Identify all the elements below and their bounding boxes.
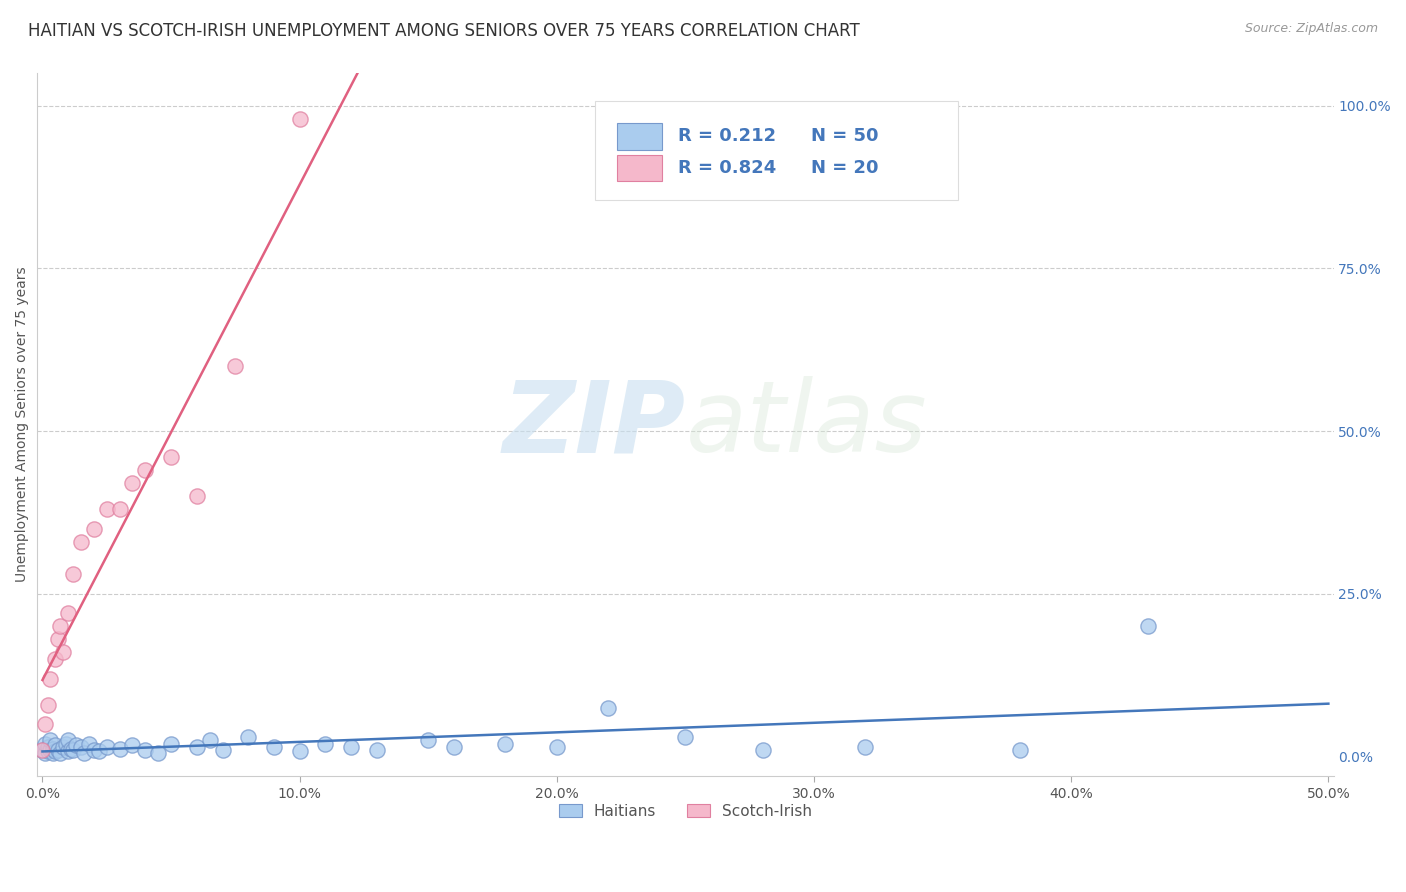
Point <box>39 672 62 686</box>
Point <box>34 737 56 751</box>
Point <box>314 737 336 751</box>
Point <box>148 747 170 761</box>
Point <box>751 743 773 757</box>
Point <box>39 743 62 757</box>
Text: Source: ZipAtlas.com: Source: ZipAtlas.com <box>1244 22 1378 36</box>
Point <box>96 739 118 754</box>
Point <box>37 744 59 758</box>
Point <box>83 522 105 536</box>
Text: atlas: atlas <box>685 376 927 473</box>
Point <box>58 607 80 621</box>
Point <box>42 747 65 761</box>
Point <box>49 747 72 761</box>
Point <box>83 743 105 757</box>
Point <box>58 733 80 747</box>
Text: R = 0.212: R = 0.212 <box>678 128 776 145</box>
Point <box>87 744 110 758</box>
Point <box>58 744 80 758</box>
Point <box>59 741 82 756</box>
Point <box>34 747 56 761</box>
Point <box>37 698 59 712</box>
Point <box>42 741 65 756</box>
Point <box>44 738 66 752</box>
Point <box>44 744 66 758</box>
Point <box>494 737 516 751</box>
Point <box>46 632 69 647</box>
Point <box>160 737 183 751</box>
Y-axis label: Unemployment Among Seniors over 75 years: Unemployment Among Seniors over 75 years <box>15 267 30 582</box>
Point <box>224 359 246 373</box>
Point <box>443 739 465 754</box>
Point <box>121 476 143 491</box>
Point <box>340 739 363 754</box>
Point <box>62 743 84 757</box>
Text: ZIP: ZIP <box>502 376 685 473</box>
Point <box>39 733 62 747</box>
Point <box>198 733 221 747</box>
Point <box>211 743 233 757</box>
Point <box>1008 743 1031 757</box>
Point <box>288 112 311 126</box>
Point <box>418 733 440 747</box>
Point <box>238 730 260 744</box>
Point <box>52 645 75 659</box>
Point <box>70 534 93 549</box>
Point <box>134 743 156 757</box>
Point <box>96 502 118 516</box>
Point <box>598 701 620 715</box>
Text: N = 50: N = 50 <box>811 128 879 145</box>
Text: HAITIAN VS SCOTCH-IRISH UNEMPLOYMENT AMONG SENIORS OVER 75 YEARS CORRELATION CHA: HAITIAN VS SCOTCH-IRISH UNEMPLOYMENT AMO… <box>28 22 860 40</box>
Text: R = 0.824: R = 0.824 <box>678 159 776 177</box>
FancyBboxPatch shape <box>595 101 957 200</box>
Point <box>263 739 285 754</box>
Point <box>72 747 94 761</box>
Point <box>62 567 84 582</box>
Point <box>160 450 183 464</box>
Point <box>366 743 388 757</box>
Text: N = 20: N = 20 <box>811 159 879 177</box>
Point <box>1137 619 1160 633</box>
Point <box>108 741 131 756</box>
Point <box>55 737 77 751</box>
Point <box>31 743 53 757</box>
Point <box>288 744 311 758</box>
Bar <box>617 154 662 181</box>
Bar <box>617 123 662 150</box>
Point <box>44 652 66 666</box>
Point <box>46 743 69 757</box>
Point <box>186 739 208 754</box>
Point <box>49 619 72 633</box>
Point <box>673 730 696 744</box>
Point <box>121 738 143 752</box>
Point <box>34 717 56 731</box>
Point <box>37 739 59 754</box>
Point <box>134 463 156 477</box>
Point <box>52 739 75 754</box>
Point <box>31 743 53 757</box>
Point <box>108 502 131 516</box>
Point <box>855 739 877 754</box>
Point <box>70 739 93 754</box>
Point <box>186 489 208 503</box>
Point <box>546 739 568 754</box>
Legend: Haitians, Scotch-Irish: Haitians, Scotch-Irish <box>553 797 818 825</box>
Point <box>65 738 87 752</box>
Point <box>77 737 100 751</box>
